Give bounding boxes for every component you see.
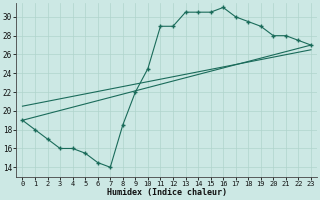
X-axis label: Humidex (Indice chaleur): Humidex (Indice chaleur): [107, 188, 227, 197]
